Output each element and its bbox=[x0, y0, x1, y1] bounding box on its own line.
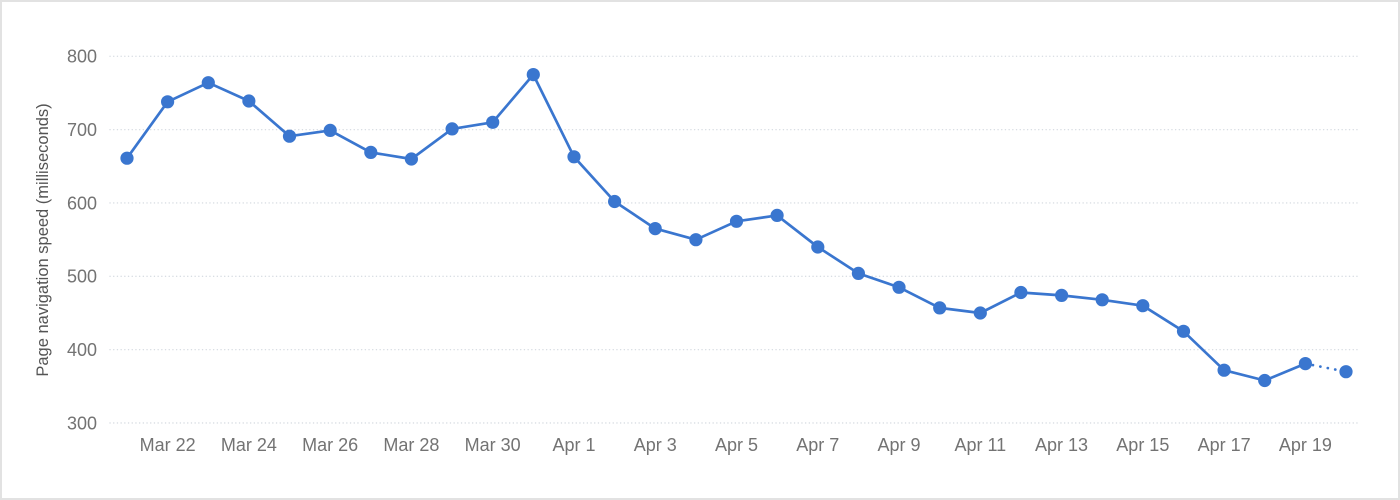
data-point-marker bbox=[933, 301, 947, 315]
y-tick-label: 800 bbox=[67, 47, 97, 67]
data-point-marker bbox=[364, 145, 378, 159]
x-tick-label: Mar 24 bbox=[221, 435, 277, 455]
data-point-marker bbox=[120, 151, 134, 165]
data-point-marker bbox=[567, 150, 581, 164]
y-axis-title: Page navigation speed (milliseconds) bbox=[34, 103, 52, 376]
x-tick-label: Apr 13 bbox=[1035, 435, 1088, 455]
data-point-marker bbox=[404, 152, 418, 166]
x-tick-label: Mar 30 bbox=[465, 435, 521, 455]
x-tick-label: Apr 19 bbox=[1279, 435, 1332, 455]
data-point-marker bbox=[1055, 288, 1069, 302]
data-point-marker bbox=[648, 222, 662, 236]
data-point-marker bbox=[526, 68, 540, 82]
series-group bbox=[120, 68, 1353, 388]
data-point-marker bbox=[1095, 293, 1109, 307]
data-point-marker bbox=[811, 240, 825, 254]
y-tick-label: 400 bbox=[67, 340, 97, 360]
data-point-marker bbox=[242, 94, 256, 108]
data-point-marker bbox=[1258, 373, 1272, 388]
data-point-marker bbox=[1176, 324, 1191, 338]
gridlines-group bbox=[109, 55, 1361, 424]
data-point-marker bbox=[282, 129, 297, 143]
data-point-marker bbox=[161, 95, 175, 109]
x-tick-label: Apr 17 bbox=[1198, 435, 1251, 455]
series-line bbox=[125, 73, 1307, 382]
x-tick-label: Apr 7 bbox=[796, 435, 839, 455]
data-point-marker bbox=[689, 233, 703, 247]
data-point-marker bbox=[1217, 363, 1231, 377]
x-tick-label: Apr 1 bbox=[552, 435, 595, 455]
data-point-marker bbox=[770, 208, 784, 222]
x-tick-label: Mar 28 bbox=[383, 435, 439, 455]
data-point-marker bbox=[1136, 299, 1150, 313]
x-tick-label: Mar 26 bbox=[302, 435, 358, 455]
data-point-marker bbox=[973, 306, 987, 320]
x-tick-label: Apr 9 bbox=[878, 435, 921, 455]
x-tick-label: Apr 5 bbox=[715, 435, 758, 455]
y-tick-label: 600 bbox=[67, 193, 97, 213]
data-point-marker bbox=[445, 122, 459, 136]
series-line-dotted-segment bbox=[1304, 362, 1348, 374]
data-point-marker bbox=[1014, 285, 1028, 300]
x-tick-labels-group: Mar 22 Mar 24 Mar 26 Mar 28 Mar 30 Apr 1 Apr 3… bbox=[140, 435, 1332, 455]
x-tick-label: Apr 11 bbox=[954, 435, 1006, 455]
data-point-marker bbox=[729, 214, 744, 228]
y-tick-label: 700 bbox=[67, 120, 97, 140]
data-point-marker bbox=[323, 123, 337, 137]
data-point-marker bbox=[1339, 365, 1353, 379]
x-tick-label: Apr 15 bbox=[1116, 435, 1169, 455]
x-tick-label: Apr 3 bbox=[634, 435, 677, 455]
data-point-marker bbox=[1298, 357, 1312, 371]
y-tick-label: 500 bbox=[67, 267, 97, 287]
data-point-marker bbox=[851, 266, 866, 280]
y-tick-label: 300 bbox=[67, 413, 97, 433]
x-tick-label: Mar 22 bbox=[140, 435, 196, 455]
data-point-marker bbox=[892, 280, 906, 294]
y-tick-labels-group: 300 400 500 600 700 800 bbox=[67, 47, 97, 434]
data-point-marker bbox=[608, 194, 622, 209]
data-point-marker bbox=[486, 115, 500, 129]
data-point-marker bbox=[201, 76, 215, 90]
